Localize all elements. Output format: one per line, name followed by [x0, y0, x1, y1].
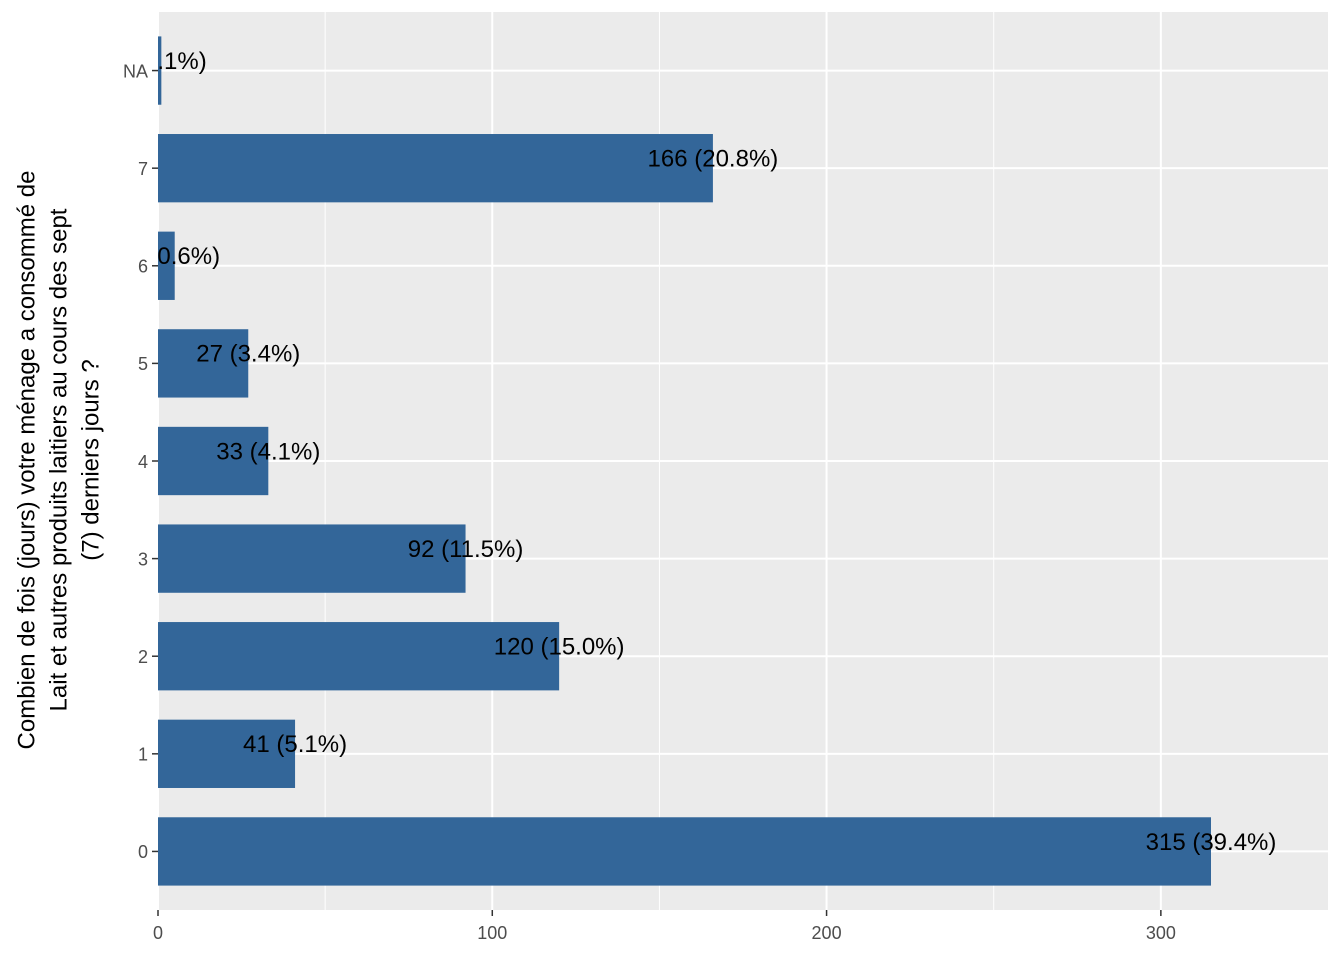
value-label: 27 (3.4%)	[196, 341, 300, 368]
value-label: 92 (11.5%)	[408, 536, 524, 563]
bars	[158, 36, 1211, 886]
y-axis-title: Combien de fois (jours) votre ménage a c…	[13, 171, 104, 750]
bar	[158, 817, 1211, 886]
value-label: 41 (5.1%)	[243, 731, 347, 758]
bar	[158, 231, 175, 300]
bar	[158, 719, 296, 788]
bar	[158, 36, 162, 105]
value-label: 1 (0.1%)	[116, 48, 207, 75]
value-label: 315 (39.4%)	[1146, 829, 1277, 856]
value-label: 120 (15.0%)	[494, 634, 625, 661]
x-tick-label: 100	[477, 923, 507, 943]
y-tick-label: NA	[123, 61, 148, 81]
bar	[158, 329, 249, 398]
x-tick-label: 300	[1146, 923, 1176, 943]
bar	[158, 622, 560, 691]
y-tick-label: 5	[138, 354, 148, 374]
value-label: 33 (4.1%)	[216, 438, 320, 465]
y-title-line: Lait et autres produits laitiers au cour…	[45, 208, 72, 711]
value-label: 166 (20.8%)	[648, 146, 779, 173]
bar	[158, 134, 713, 203]
y-tick-label: 3	[138, 549, 148, 569]
y-tick-label: 2	[138, 647, 148, 667]
bar	[158, 524, 466, 593]
y-title-line: Combien de fois (jours) votre ménage a c…	[13, 171, 40, 750]
bar	[158, 426, 269, 496]
value-label: 5 (0.6%)	[129, 243, 220, 270]
x-tick-label: 0	[153, 923, 163, 943]
y-tick-label: 6	[138, 257, 148, 277]
axes: 0 100 200 300 0 1 2 3 4 5 6 7 NA	[123, 61, 1176, 942]
y-tick-label: 4	[138, 452, 148, 472]
y-tick-label: 0	[138, 842, 148, 862]
y-tick-label: 1	[138, 745, 148, 765]
x-tick-label: 200	[812, 923, 842, 943]
value-labels: 315 (39.4%) 41 (5.1%) 120 (15.0%) 92 (11.5%…	[116, 48, 1277, 856]
y-title-line: (7) derniers jours ?	[77, 359, 104, 560]
y-tick-label: 7	[138, 159, 148, 179]
